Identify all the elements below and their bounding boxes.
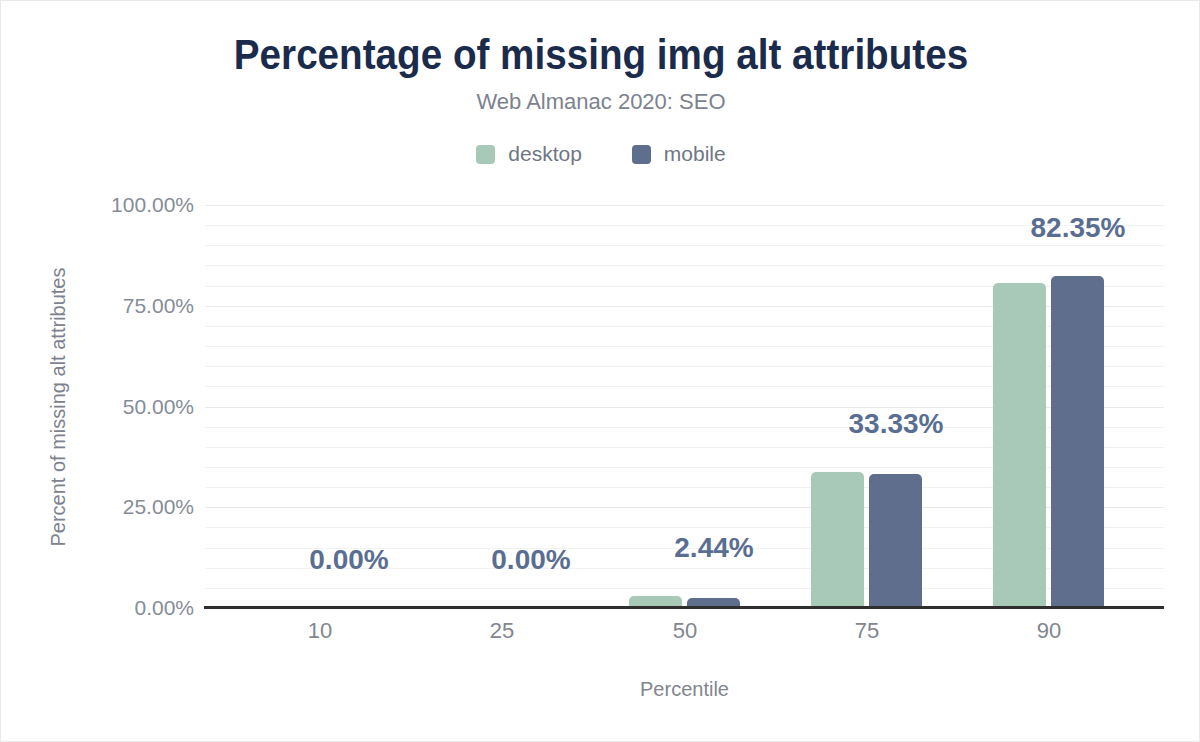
desktop-swatch-icon — [476, 145, 495, 164]
y-tick-label: 100.00% — [1, 193, 194, 217]
gridline-90 — [205, 245, 1164, 246]
x-tick-label-75: 75 — [855, 618, 879, 644]
mobile-swatch-icon — [632, 145, 651, 164]
chart-canvas: Percentage of missing img alt attributes… — [0, 0, 1200, 742]
bar-desktop-p90[interactable] — [993, 283, 1046, 608]
x-axis-ticks: 10 25 50 75 90 — [205, 618, 1164, 644]
y-tick-label: 0.00% — [1, 596, 194, 620]
chart-subtitle: Web Almanac 2020: SEO — [1, 89, 1200, 115]
legend-item-mobile[interactable]: mobile — [632, 142, 726, 166]
gridline-100 — [205, 205, 1164, 206]
x-tick-label-90: 90 — [1037, 618, 1061, 644]
bar-mobile-p90[interactable] — [1051, 276, 1104, 608]
data-label-p25: 0.00% — [491, 546, 570, 574]
bar-desktop-p75[interactable] — [811, 472, 864, 608]
x-tick-label-50: 50 — [673, 618, 697, 644]
data-label-p50: 2.44% — [674, 534, 753, 562]
gridline-95 — [205, 225, 1164, 226]
y-tick-label: 25.00% — [1, 495, 194, 519]
y-axis-ticks: 100.00%75.00%50.00%25.00%0.00% — [1, 205, 194, 608]
legend-item-desktop[interactable]: desktop — [476, 142, 582, 166]
x-tick-label-25: 25 — [490, 618, 514, 644]
gridline-85 — [205, 265, 1164, 266]
y-tick-label: 50.00% — [1, 395, 194, 419]
plot-area: 0.00% 0.00% 2.44% 33.33% 82.35% — [205, 205, 1164, 608]
x-axis-title: Percentile — [205, 678, 1164, 701]
chart-title: Percentage of missing img alt attributes — [49, 31, 1153, 79]
bar-mobile-p75[interactable] — [869, 474, 922, 608]
legend-label-desktop: desktop — [508, 142, 582, 166]
legend: desktop mobile — [1, 142, 1200, 166]
data-label-p10: 0.00% — [309, 546, 388, 574]
x-axis-line — [204, 606, 1164, 609]
legend-label-mobile: mobile — [664, 142, 726, 166]
data-label-p90: 82.35% — [1031, 214, 1126, 242]
y-tick-label: 75.00% — [1, 294, 194, 318]
data-label-p75: 33.33% — [849, 410, 944, 438]
x-tick-label-10: 10 — [308, 618, 332, 644]
